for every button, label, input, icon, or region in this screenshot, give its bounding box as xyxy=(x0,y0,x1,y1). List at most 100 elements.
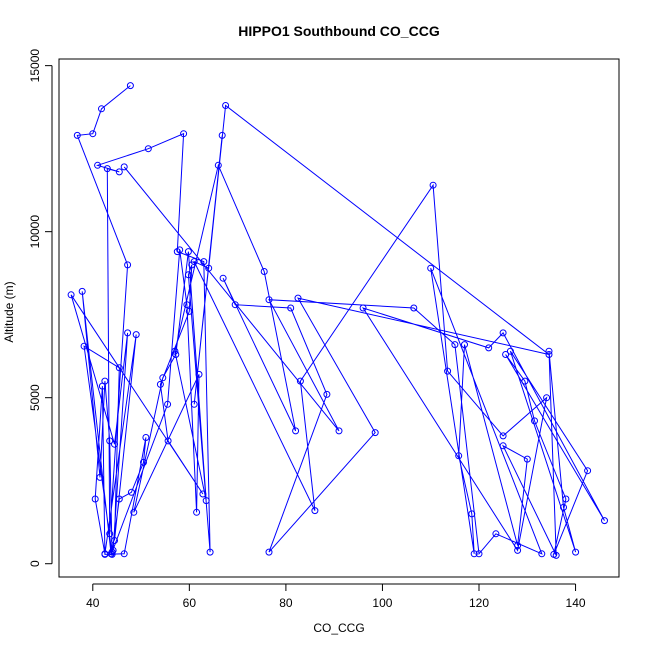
x-axis: 40 60 80 100 120 140 xyxy=(86,583,586,610)
data-point xyxy=(287,304,295,312)
data-point xyxy=(427,264,435,272)
data-point xyxy=(523,455,531,463)
data-point xyxy=(183,301,191,309)
data-point xyxy=(444,367,452,375)
y-axis-label: Altitude (m) xyxy=(2,281,16,342)
y-tick-label: 5000 xyxy=(28,384,42,411)
data-point xyxy=(543,394,551,402)
data-point xyxy=(132,331,140,339)
data-point xyxy=(164,437,172,445)
data-point xyxy=(195,370,203,378)
data-point xyxy=(531,417,538,425)
x-tick-label: 60 xyxy=(183,596,197,610)
data-point xyxy=(296,377,304,385)
data-point xyxy=(545,347,553,355)
data-point xyxy=(98,105,105,113)
data-point xyxy=(120,163,128,171)
data-point xyxy=(109,546,117,554)
data-point xyxy=(124,261,132,269)
data-point xyxy=(214,161,222,169)
data-point xyxy=(218,131,226,139)
data-point xyxy=(371,429,379,437)
data-point xyxy=(202,497,210,505)
data-point xyxy=(429,181,437,189)
data-point xyxy=(219,274,227,282)
data-point xyxy=(73,131,81,139)
data-point xyxy=(260,268,268,275)
data-point xyxy=(130,508,138,516)
data-point xyxy=(475,550,483,558)
data-point xyxy=(193,508,201,516)
data-point xyxy=(572,548,580,556)
data-point xyxy=(552,551,560,559)
data-point xyxy=(115,168,123,176)
data-point xyxy=(410,304,418,312)
x-tick-label: 40 xyxy=(86,596,100,610)
data-point xyxy=(126,82,134,90)
data-point xyxy=(103,165,111,173)
data-point xyxy=(461,341,468,349)
data-point xyxy=(231,301,239,309)
data-point xyxy=(108,550,116,558)
data-point xyxy=(335,427,343,435)
data-point xyxy=(111,537,118,544)
data-point xyxy=(80,342,88,350)
data-point xyxy=(108,548,116,556)
data-point xyxy=(115,495,123,503)
data-point xyxy=(89,130,97,138)
data-point xyxy=(499,329,507,337)
data-point xyxy=(292,427,300,435)
data-point xyxy=(106,437,114,445)
data-point xyxy=(172,351,180,358)
x-tick-label: 140 xyxy=(566,596,586,610)
data-point xyxy=(502,351,510,358)
data-point xyxy=(164,400,172,408)
data-point xyxy=(67,291,75,299)
data-point xyxy=(98,382,106,390)
data-point xyxy=(470,550,478,558)
y-tick-label: 15000 xyxy=(28,49,42,83)
data-point xyxy=(485,344,493,352)
data-point xyxy=(171,347,179,355)
data-point xyxy=(185,307,193,315)
y-axis: 0 5000 10000 15000 xyxy=(28,49,53,567)
data-point xyxy=(206,548,214,556)
data-point xyxy=(96,473,104,481)
chart-title: HIPPO1 Southbound CO_CCG xyxy=(238,23,440,39)
data-point xyxy=(545,351,553,358)
data-point xyxy=(492,530,500,538)
data-point xyxy=(521,377,529,385)
x-axis-label: CO_CCG xyxy=(313,621,364,635)
data-point xyxy=(156,380,164,388)
x-tick-label: 100 xyxy=(372,596,392,610)
data-point xyxy=(101,550,109,558)
data-point xyxy=(323,390,331,398)
data-point xyxy=(294,294,302,302)
data-point xyxy=(359,304,367,312)
data-point xyxy=(514,542,522,549)
data-point xyxy=(190,400,198,408)
data-point xyxy=(562,495,570,503)
data-point xyxy=(111,440,118,448)
x-tick-label: 120 xyxy=(469,596,489,610)
data-point xyxy=(120,550,128,558)
data-point xyxy=(506,347,514,355)
data-point xyxy=(200,258,208,266)
plot-frame xyxy=(58,58,620,578)
data-point xyxy=(538,550,546,558)
data-point xyxy=(265,548,273,556)
data-point xyxy=(468,510,476,518)
data-point xyxy=(159,374,167,382)
data-point xyxy=(127,488,135,496)
data-point xyxy=(584,467,592,475)
data-point xyxy=(180,130,188,138)
data-point xyxy=(106,530,114,538)
data-point xyxy=(222,102,230,109)
data-point xyxy=(499,432,507,440)
data-point xyxy=(190,258,198,266)
data-point xyxy=(144,145,152,153)
y-tick-label: 0 xyxy=(28,560,42,567)
